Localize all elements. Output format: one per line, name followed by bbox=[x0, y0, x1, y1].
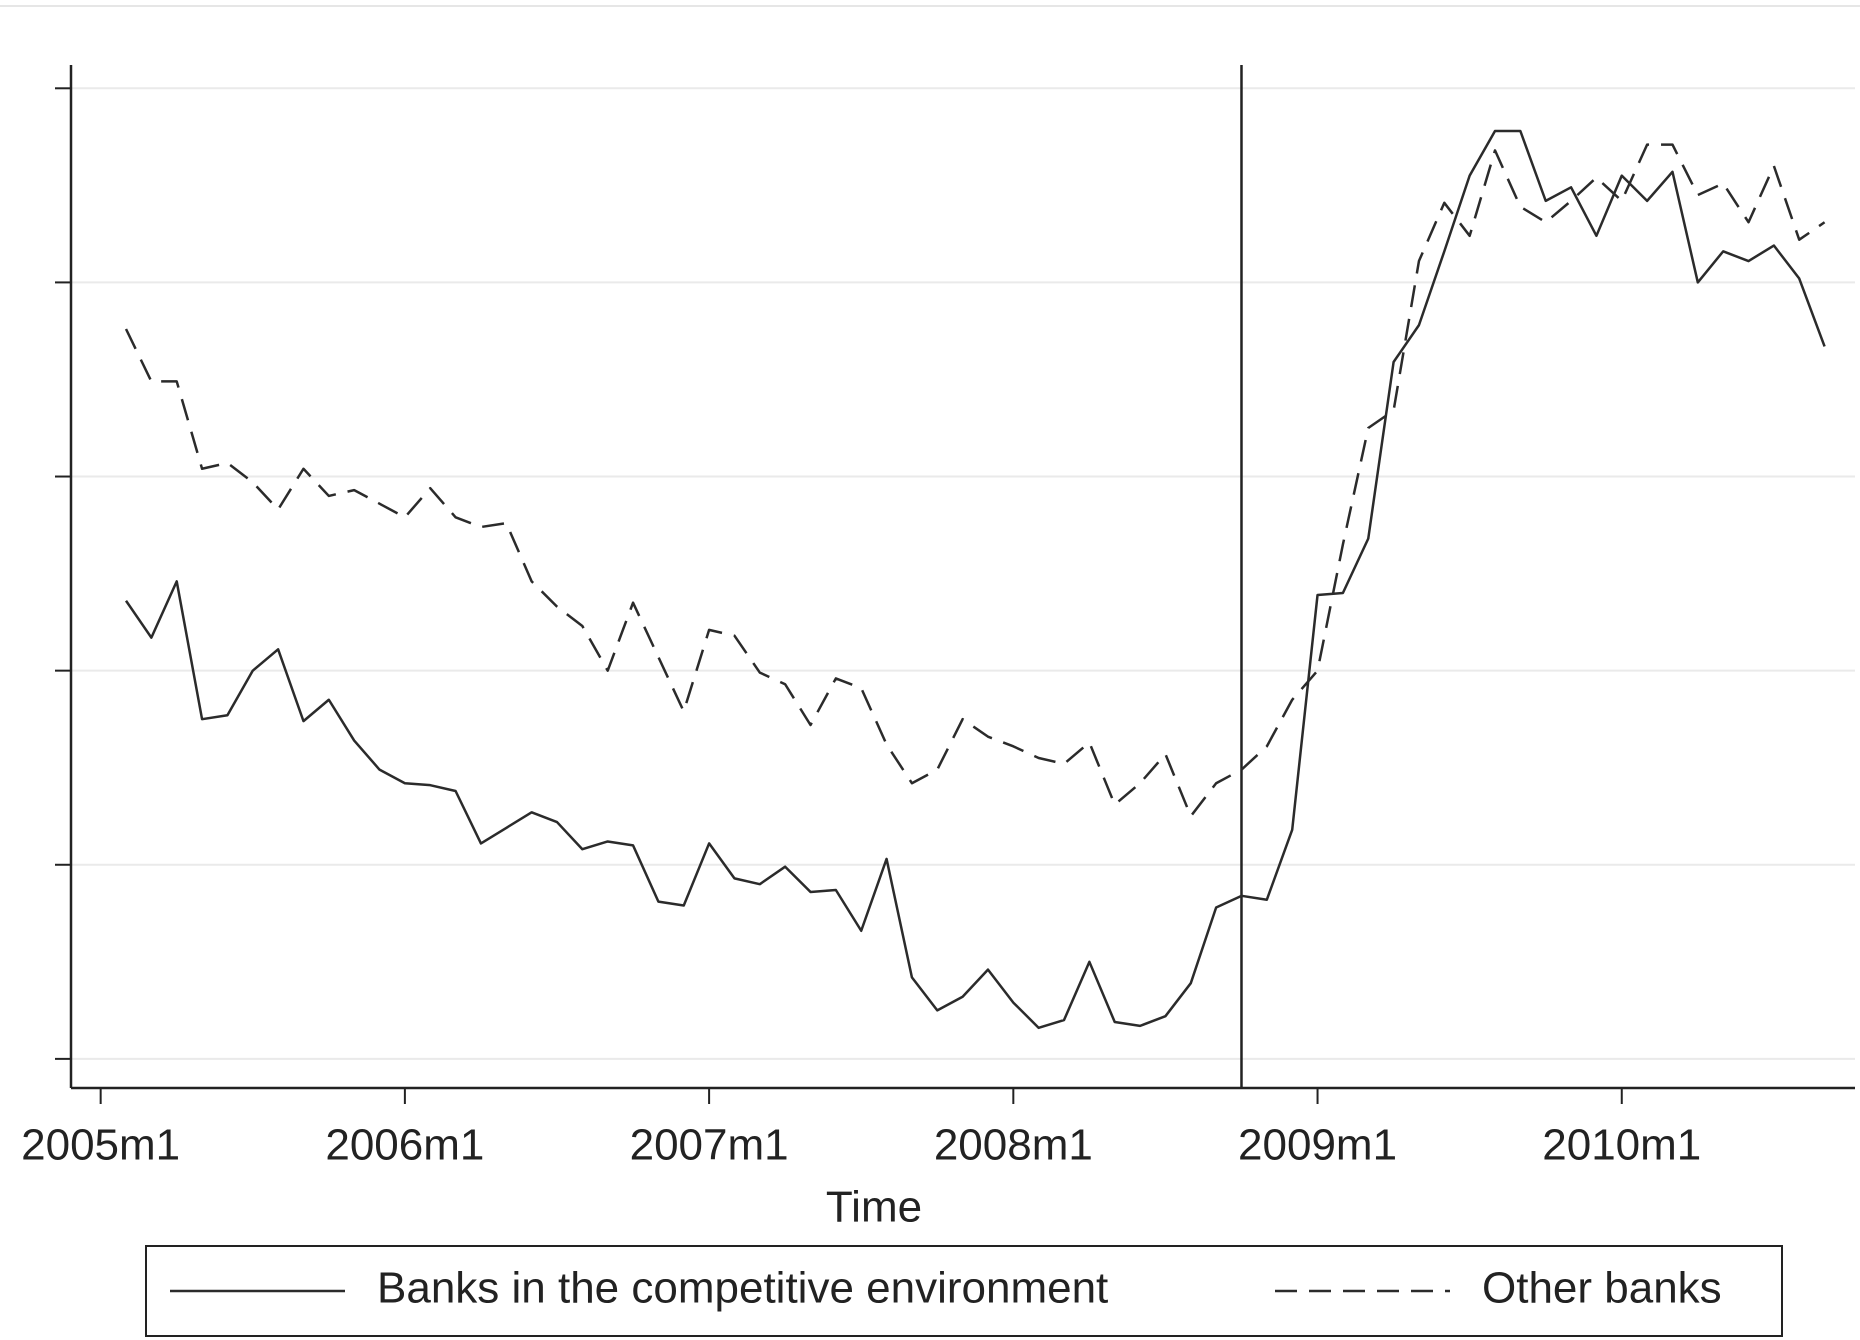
x-tick-label: 2006m1 bbox=[325, 1121, 484, 1170]
legend-label: Banks in the competitive environment bbox=[377, 1264, 1108, 1313]
x-tick-label: 2005m1 bbox=[21, 1121, 180, 1170]
x-tick-label: 2009m1 bbox=[1238, 1121, 1397, 1170]
legend-label: Other banks bbox=[1482, 1264, 1722, 1313]
legend-box bbox=[145, 1245, 1783, 1337]
x-axis-label: Time bbox=[826, 1183, 922, 1232]
x-tick-label: 2008m1 bbox=[934, 1121, 1093, 1170]
series-line bbox=[124, 129, 1826, 1030]
series-line bbox=[124, 143, 1826, 818]
x-tick-label: 2007m1 bbox=[630, 1121, 789, 1170]
x-tick-label: 2010m1 bbox=[1542, 1121, 1701, 1170]
